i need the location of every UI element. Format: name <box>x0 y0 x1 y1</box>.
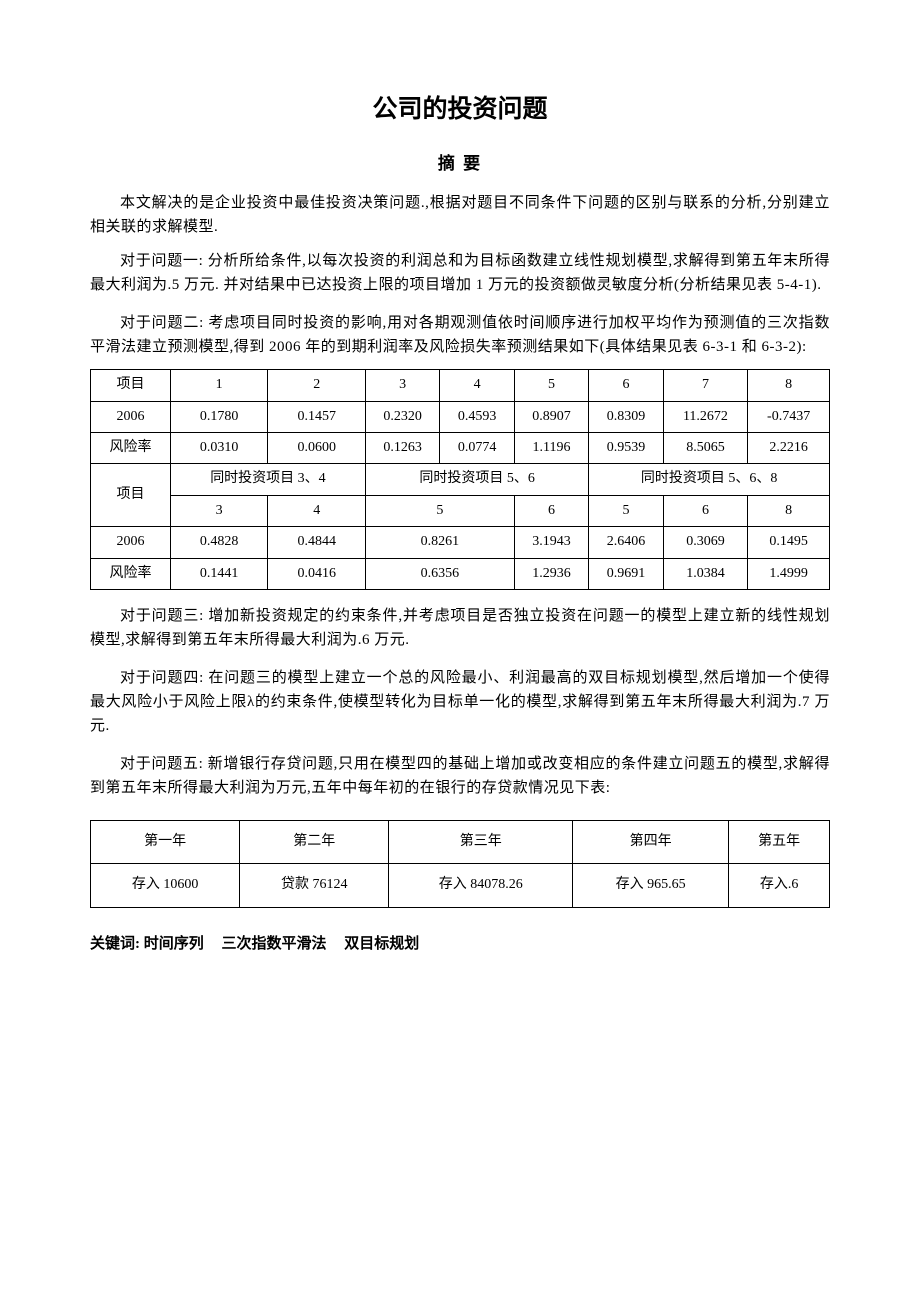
cell: 存入 84078.26 <box>389 864 573 907</box>
cell: 0.8309 <box>589 401 663 432</box>
cell-header: 2006 <box>91 527 171 558</box>
cell: 4 <box>440 370 514 401</box>
document-page: 公司的投资问题 摘 要 本文解决的是企业投资中最佳投资决策问题.,根据对题目不同… <box>0 0 920 996</box>
cell: 0.1441 <box>170 558 268 589</box>
cell: 0.8261 <box>365 527 514 558</box>
cell: 0.1457 <box>268 401 366 432</box>
cell: 4 <box>268 495 366 526</box>
cell: 0.1495 <box>748 527 830 558</box>
cell: 2.2216 <box>748 432 830 463</box>
table-row: 项目 1 2 3 4 5 6 7 8 <box>91 370 830 401</box>
keyword: 时间序列 <box>144 936 204 952</box>
cell: 11.2672 <box>663 401 748 432</box>
paragraph-intro: 本文解决的是企业投资中最佳投资决策问题.,根据对题目不同条件下问题的区别与联系的… <box>90 191 830 239</box>
cell: 0.9691 <box>589 558 663 589</box>
cell-header: 第三年 <box>389 820 573 863</box>
paragraph-q1: 对于问题一: 分析所给条件,以每次投资的利润总和为目标函数建立线性规划模型,求解… <box>90 249 830 297</box>
cell: 3.1943 <box>514 527 588 558</box>
cell: 5 <box>365 495 514 526</box>
cell-header: 风险率 <box>91 432 171 463</box>
cell-group: 同时投资项目 5、6 <box>365 464 588 495</box>
cell: 0.0600 <box>268 432 366 463</box>
cell: 0.1263 <box>365 432 439 463</box>
cell: 6 <box>514 495 588 526</box>
cell-header: 第五年 <box>729 820 830 863</box>
keyword: 三次指数平滑法 <box>222 936 327 952</box>
cell: 0.1780 <box>170 401 268 432</box>
cell: 存入.6 <box>729 864 830 907</box>
keywords-line: 关键词: 时间序列 三次指数平滑法 双目标规划 <box>90 932 830 956</box>
cell: 8 <box>748 370 830 401</box>
cell: 存入 965.65 <box>573 864 729 907</box>
paragraph-q3: 对于问题三: 增加新投资规定的约束条件,并考虑项目是否独立投资在问题一的模型上建… <box>90 604 830 652</box>
cell: 2 <box>268 370 366 401</box>
cell: 0.4593 <box>440 401 514 432</box>
cell: 1.4999 <box>748 558 830 589</box>
cell: 7 <box>663 370 748 401</box>
table-row: 第一年 第二年 第三年 第四年 第五年 <box>91 820 830 863</box>
table-row: 存入 10600 贷款 76124 存入 84078.26 存入 965.65 … <box>91 864 830 907</box>
cell: 3 <box>365 370 439 401</box>
cell: 0.3069 <box>663 527 748 558</box>
cell: 1.0384 <box>663 558 748 589</box>
table-row: 风险率 0.0310 0.0600 0.1263 0.0774 1.1196 0… <box>91 432 830 463</box>
cell: 0.4844 <box>268 527 366 558</box>
cell: 0.4828 <box>170 527 268 558</box>
cell: 0.9539 <box>589 432 663 463</box>
table-row: 风险率 0.1441 0.0416 0.6356 1.2936 0.9691 1… <box>91 558 830 589</box>
paragraph-q2: 对于问题二: 考虑项目同时投资的影响,用对各期观测值依时间顺序进行加权平均作为预… <box>90 311 830 359</box>
abstract-heading: 摘 要 <box>90 150 830 177</box>
cell: 0.8907 <box>514 401 588 432</box>
cell-header: 第二年 <box>240 820 389 863</box>
prediction-table: 项目 1 2 3 4 5 6 7 8 2006 0.1780 0.1457 0.… <box>90 369 830 590</box>
cell: 0.2320 <box>365 401 439 432</box>
cell: 1.1196 <box>514 432 588 463</box>
cell: 贷款 76124 <box>240 864 389 907</box>
keywords-label: 关键词: <box>90 936 140 952</box>
cell: 1 <box>170 370 268 401</box>
cell: 1.2936 <box>514 558 588 589</box>
cell: 2.6406 <box>589 527 663 558</box>
cell: 3 <box>170 495 268 526</box>
table-row: 2006 0.1780 0.1457 0.2320 0.4593 0.8907 … <box>91 401 830 432</box>
cell: 6 <box>589 370 663 401</box>
table-row: 2006 0.4828 0.4844 0.8261 3.1943 2.6406 … <box>91 527 830 558</box>
cell: 5 <box>589 495 663 526</box>
cell-group: 同时投资项目 3、4 <box>170 464 365 495</box>
cell: 0.6356 <box>365 558 514 589</box>
paragraph-q4: 对于问题四: 在问题三的模型上建立一个总的风险最小、利润最高的双目标规划模型,然… <box>90 666 830 738</box>
cell: 存入 10600 <box>91 864 240 907</box>
cell: 8 <box>748 495 830 526</box>
cell: 0.0416 <box>268 558 366 589</box>
cell: 0.0310 <box>170 432 268 463</box>
cell-header: 2006 <box>91 401 171 432</box>
cell-group: 同时投资项目 5、6、8 <box>589 464 830 495</box>
cell-header: 第四年 <box>573 820 729 863</box>
cell-header: 第一年 <box>91 820 240 863</box>
cell-header: 风险率 <box>91 558 171 589</box>
table-row: 3 4 5 6 5 6 8 <box>91 495 830 526</box>
cell-header: 项目 <box>91 370 171 401</box>
cell: 8.5065 <box>663 432 748 463</box>
cell-header: 项目 <box>91 464 171 527</box>
cell: 6 <box>663 495 748 526</box>
cell: 5 <box>514 370 588 401</box>
keyword: 双目标规划 <box>344 936 419 952</box>
cell: 0.0774 <box>440 432 514 463</box>
document-title: 公司的投资问题 <box>90 90 830 130</box>
paragraph-q5: 对于问题五: 新增银行存贷问题,只用在模型四的基础上增加或改变相应的条件建立问题… <box>90 752 830 800</box>
table-row: 项目 同时投资项目 3、4 同时投资项目 5、6 同时投资项目 5、6、8 <box>91 464 830 495</box>
bank-table: 第一年 第二年 第三年 第四年 第五年 存入 10600 贷款 76124 存入… <box>90 820 830 908</box>
cell: -0.7437 <box>748 401 830 432</box>
